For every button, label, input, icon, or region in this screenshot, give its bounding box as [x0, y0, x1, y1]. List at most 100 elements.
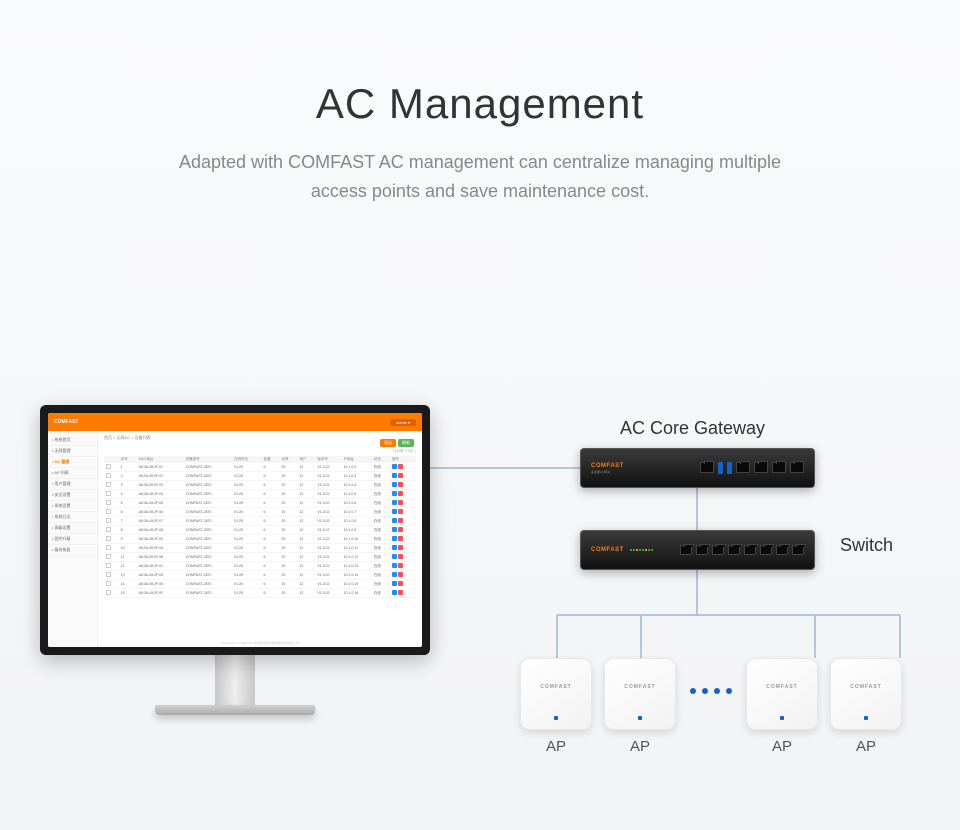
screen-footer: Copyright © COMFAST 深圳市四海众联网络科技有限公司: [98, 641, 422, 645]
table-header: [104, 456, 119, 463]
table-row[interactable]: 3A8:3A:45:2F:03COMFAST-287001:2562012V1.…: [104, 481, 416, 490]
ap-led-icon: [864, 716, 868, 720]
table-row[interactable]: 11A8:3A:45:2F:0BCOMFAST-287001:2562012V1…: [104, 553, 416, 562]
network-switch: COMFAST: [580, 530, 815, 570]
ap-led-icon: [638, 716, 642, 720]
ethernet-port-icon: [680, 545, 692, 555]
sidebar-item[interactable]: • 安全设置: [48, 490, 97, 501]
sidebar-item[interactable]: • AP 列表: [48, 468, 97, 479]
chip-refresh[interactable]: 刷新: [398, 439, 414, 447]
ethernet-port-icon: [772, 462, 786, 473]
access-point: COMFAST AP: [604, 658, 676, 755]
table-row[interactable]: 5A8:3A:45:2F:05COMFAST-287001:2562012V1.…: [104, 499, 416, 508]
sidebar-item[interactable]: • 系统首页: [48, 435, 97, 446]
monitor-bezel: COMFAST admin ▾ • 系统首页• 无线管理• AC 管理• AP …: [40, 405, 430, 655]
dot-icon: [726, 688, 732, 694]
sidebar-item[interactable]: • 固件升级: [48, 534, 97, 545]
sidebar-item[interactable]: • 系统日志: [48, 512, 97, 523]
ap-brand: COMFAST: [604, 684, 676, 690]
subtitle-line2: access points and save maintenance cost.: [311, 181, 649, 201]
table-row[interactable]: 6A8:3A:45:2F:06COMFAST-287001:2562012V1.…: [104, 508, 416, 517]
monitor-stand-base: [155, 705, 315, 715]
ac-core-gateway: COMFAST 多功能AC网关: [580, 448, 815, 488]
table-header: IP地址: [342, 456, 372, 463]
screen-sidebar: • 系统首页• 无线管理• AC 管理• AP 列表• 用户管理• 安全设置• …: [48, 431, 98, 647]
table-row[interactable]: 2A8:3A:45:2F:02COMFAST-287001:2562012V1.…: [104, 472, 416, 481]
switch-label: Switch: [840, 535, 893, 556]
ap-led-icon: [780, 716, 784, 720]
ap-label: AP: [830, 738, 902, 755]
ethernet-port-icon: [790, 462, 804, 473]
switch-brand: COMFAST: [591, 547, 624, 553]
sidebar-item[interactable]: • AC 管理: [48, 457, 97, 468]
switch-ports: [680, 545, 804, 555]
table-header: 状态: [372, 456, 390, 463]
table-header: 信道: [262, 456, 280, 463]
table-header: MAC地址: [137, 456, 184, 463]
sidebar-item[interactable]: • 系统设置: [48, 501, 97, 512]
page-title: AC Management: [0, 80, 960, 128]
ethernet-port-icon: [776, 545, 788, 555]
table-row[interactable]: 12A8:3A:45:2F:0CCOMFAST-287001:2562012V1…: [104, 562, 416, 571]
usb-port-icon: [718, 462, 723, 474]
sidebar-item[interactable]: • 无线管理: [48, 446, 97, 457]
gateway-label: AC Core Gateway: [620, 418, 765, 439]
ap-ellipsis: [676, 658, 746, 694]
page-subtitle: Adapted with COMFAST AC management can c…: [0, 148, 960, 206]
switch-leds: [630, 549, 653, 551]
table-row[interactable]: 13A8:3A:45:2F:0DCOMFAST-287001:2562012V1…: [104, 571, 416, 580]
ethernet-port-icon: [728, 545, 740, 555]
table-row[interactable]: 9A8:3A:45:2F:09COMFAST-287001:2562012V1.…: [104, 535, 416, 544]
ap-row: COMFAST AP COMFAST AP COMFAST AP COMFAST…: [520, 658, 940, 755]
table-header: 功率: [279, 456, 297, 463]
table-header: 用户: [297, 456, 315, 463]
table-row[interactable]: 8A8:3A:45:2F:08COMFAST-287001:2562012V1.…: [104, 526, 416, 535]
screen-user-badge[interactable]: admin ▾: [390, 419, 416, 426]
ethernet-port-icon: [696, 545, 708, 555]
access-point: COMFAST AP: [746, 658, 818, 755]
monitor-screen: COMFAST admin ▾ • 系统首页• 无线管理• AC 管理• AP …: [48, 413, 422, 647]
table-header: 设备型号: [184, 456, 232, 463]
access-point: COMFAST AP: [830, 658, 902, 755]
gateway-model: 多功能AC网关: [591, 470, 624, 474]
gateway-ports: [700, 462, 804, 474]
table-row[interactable]: 1A8:3A:45:2F:01COMFAST-287001:2562012V1.…: [104, 463, 416, 472]
ap-label: AP: [604, 738, 676, 755]
table-row[interactable]: 14A8:3A:45:2F:0ECOMFAST-287001:2562012V1…: [104, 580, 416, 589]
ethernet-port-icon: [712, 545, 724, 555]
ethernet-port-icon: [760, 545, 772, 555]
screen-logo: COMFAST: [54, 419, 78, 425]
ap-brand: COMFAST: [520, 684, 592, 690]
ap-led-icon: [554, 716, 558, 720]
table-row[interactable]: 7A8:3A:45:2F:07COMFAST-287001:2562012V1.…: [104, 517, 416, 526]
subtitle-line1: Adapted with COMFAST AC management can c…: [179, 152, 781, 172]
table-header: 在线时长: [232, 456, 261, 463]
ethernet-port-icon: [792, 545, 804, 555]
usb-port-icon: [727, 462, 732, 474]
table-header: 操作: [390, 456, 416, 463]
table-row[interactable]: 4A8:3A:45:2F:04COMFAST-287001:2562012V1.…: [104, 490, 416, 499]
access-point: COMFAST AP: [520, 658, 592, 755]
dot-icon: [690, 688, 696, 694]
table-header: 序号: [119, 456, 137, 463]
gateway-brand: COMFAST: [591, 463, 624, 469]
chip-export[interactable]: 导出: [380, 439, 396, 447]
dot-icon: [714, 688, 720, 694]
sidebar-item[interactable]: • 用户管理: [48, 479, 97, 490]
ap-table: 序号MAC地址设备型号在线时长信道功率用户版本号IP地址状态操作 1A8:3A:…: [104, 456, 416, 598]
management-monitor: COMFAST admin ▾ • 系统首页• 无线管理• AC 管理• AP …: [40, 405, 430, 715]
ap-label: AP: [746, 738, 818, 755]
table-row[interactable]: 10A8:3A:45:2F:0ACOMFAST-287001:2562012V1…: [104, 544, 416, 553]
ethernet-port-icon: [700, 462, 714, 473]
screen-pagination: 共30条 1/3页 >: [104, 449, 416, 454]
sidebar-item[interactable]: • 备份恢复: [48, 545, 97, 556]
ethernet-port-icon: [744, 545, 756, 555]
ap-label: AP: [520, 738, 592, 755]
screen-breadcrumb: 首页 > 无线AC > 设备列表: [104, 435, 416, 441]
ethernet-port-icon: [736, 462, 750, 473]
ap-brand: COMFAST: [746, 684, 818, 690]
table-row[interactable]: 15A8:3A:45:2F:0FCOMFAST-287001:2562012V1…: [104, 589, 416, 598]
sidebar-item[interactable]: • 高级设置: [48, 523, 97, 534]
ap-brand: COMFAST: [830, 684, 902, 690]
screen-header: COMFAST admin ▾: [48, 413, 422, 431]
